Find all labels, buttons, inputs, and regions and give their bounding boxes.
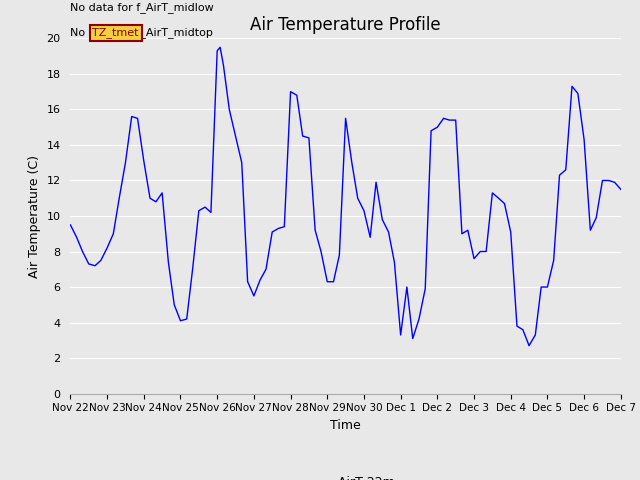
Legend: AirT 22m: AirT 22m: [292, 471, 399, 480]
Text: No data for f_AirT_midtop: No data for f_AirT_midtop: [70, 27, 213, 38]
X-axis label: Time: Time: [330, 419, 361, 432]
Y-axis label: Air Temperature (C): Air Temperature (C): [28, 155, 41, 277]
Text: No data for f_AirT_midlow: No data for f_AirT_midlow: [70, 2, 214, 13]
Text: TZ_tmet: TZ_tmet: [92, 27, 139, 38]
Title: Air Temperature Profile: Air Temperature Profile: [250, 16, 441, 34]
